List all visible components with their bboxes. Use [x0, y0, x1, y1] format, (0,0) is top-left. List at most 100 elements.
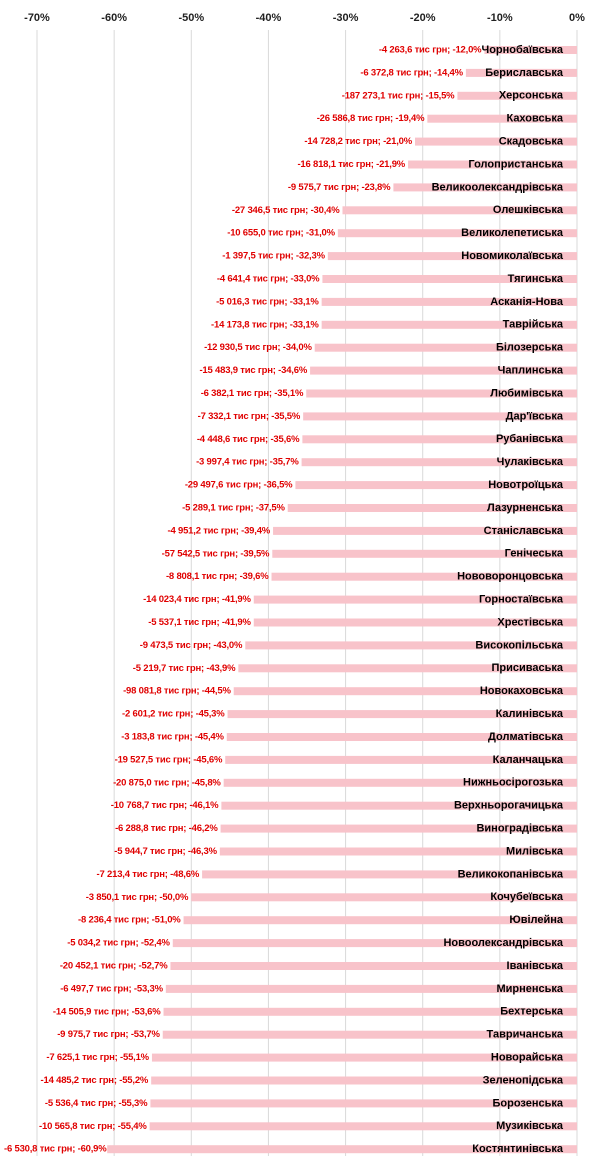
- value-label: -98 081,8 тис грн; -44,5%: [123, 686, 231, 697]
- x-tick-label: -70%: [24, 12, 50, 24]
- bar: [162, 1030, 577, 1039]
- x-tick-label: -30%: [333, 12, 359, 24]
- value-label: -8 808,1 тис грн; -39,6%: [166, 571, 269, 582]
- value-label: -3 997,4 тис грн; -35,7%: [196, 457, 299, 468]
- bar: [163, 1007, 577, 1016]
- category-label: Кочубеївська: [490, 891, 564, 903]
- value-label: -6 372,8 тис грн; -14,4%: [360, 67, 463, 78]
- category-label: Станіславська: [484, 525, 564, 537]
- category-label: Голопристанська: [468, 158, 563, 170]
- value-label: -3 850,1 тис грн; -50,0%: [86, 892, 189, 903]
- bar: [337, 229, 577, 238]
- category-label: Новокаховська: [480, 685, 564, 697]
- category-label: Зеленопідська: [483, 1074, 564, 1086]
- value-label: -5 289,1 тис грн; -37,5%: [182, 503, 285, 514]
- bar: [457, 91, 577, 100]
- value-label: -4 641,4 тис грн; -33,0%: [217, 274, 320, 285]
- bar: [427, 114, 577, 123]
- bar: [253, 595, 577, 604]
- category-label: Костянтинівська: [472, 1143, 564, 1155]
- category-label: Виноградівська: [476, 823, 563, 835]
- category-label: Любимівська: [490, 387, 564, 399]
- value-label: -15 483,9 тис грн; -34,6%: [199, 365, 307, 376]
- value-label: -5 219,7 тис грн; -43,9%: [133, 663, 236, 674]
- category-label: Новорайська: [491, 1052, 564, 1064]
- value-label: -7 213,4 тис грн; -48,6%: [97, 869, 200, 880]
- value-label: -6 288,8 тис грн; -46,2%: [115, 823, 218, 834]
- bar: [149, 1122, 577, 1131]
- category-label: Чаплинська: [498, 365, 564, 377]
- bar: [465, 68, 577, 77]
- category-label: Тавричанська: [487, 1029, 564, 1041]
- category-label: Новоолександрівська: [443, 937, 563, 949]
- category-label: Білозерська: [496, 342, 564, 354]
- bar: [191, 893, 578, 902]
- category-label: Присиваська: [491, 662, 563, 674]
- bar: [272, 549, 577, 558]
- value-label: -6 382,1 тис грн; -35,1%: [201, 388, 304, 399]
- bar: [165, 984, 578, 993]
- value-label: -7 332,1 тис грн; -35,5%: [198, 411, 301, 422]
- category-label: Великолепетиська: [461, 227, 564, 239]
- x-tick-label: -60%: [101, 12, 127, 24]
- bar: [321, 297, 577, 306]
- bar: [151, 1076, 577, 1085]
- bar: [225, 755, 577, 764]
- category-label: Новомиколаївська: [461, 250, 564, 262]
- bar: [183, 916, 578, 925]
- value-label: -9 575,7 тис грн; -23,8%: [288, 182, 391, 193]
- bar: [295, 481, 577, 490]
- category-label: Генічеська: [505, 548, 564, 560]
- bar: [301, 458, 577, 467]
- category-label: Бехтерська: [500, 1006, 564, 1018]
- category-label: Калинівська: [496, 708, 564, 720]
- category-label: Великоолександрівська: [432, 181, 564, 193]
- value-label: -2 601,2 тис грн; -45,3%: [122, 709, 225, 720]
- bar: [310, 366, 577, 375]
- category-label: Тягинська: [508, 273, 564, 285]
- value-label: -14 023,4 тис грн; -41,9%: [143, 594, 251, 605]
- bar: [172, 939, 577, 948]
- bar: [273, 526, 577, 535]
- bar: [238, 664, 578, 673]
- bar: [202, 870, 578, 879]
- bar: [151, 1053, 577, 1062]
- value-label: -57 542,5 тис грн; -39,5%: [162, 548, 270, 559]
- value-label: -1 397,5 тис грн; -32,3%: [222, 251, 325, 262]
- category-label: Херсонська: [499, 90, 564, 102]
- x-tick-label: -20%: [410, 12, 436, 24]
- category-label: Каланчацька: [493, 754, 564, 766]
- category-label: Музиківська: [496, 1120, 564, 1132]
- value-label: -9 975,7 тис грн; -53,7%: [57, 1029, 160, 1040]
- value-label: -14 728,2 тис грн; -21,0%: [304, 136, 412, 147]
- bar: [150, 1099, 577, 1108]
- category-label: Хрестівська: [497, 616, 563, 628]
- bar: [322, 275, 577, 283]
- value-label: -14 485,2 тис грн; -55,2%: [41, 1075, 149, 1086]
- bar: [303, 412, 577, 421]
- category-label: Нововоронцовська: [457, 571, 564, 583]
- value-label: -10 655,0 тис грн; -31,0%: [227, 228, 335, 239]
- bar: [220, 824, 577, 833]
- category-label: Милівська: [506, 845, 564, 857]
- value-label: -8 236,4 тис грн; -51,0%: [78, 915, 181, 926]
- value-label: -16 818,1 тис грн; -21,9%: [297, 159, 405, 170]
- value-label: -5 537,1 тис грн; -41,9%: [148, 617, 251, 628]
- category-label: Олешківська: [493, 204, 564, 216]
- category-label: Скадовська: [499, 136, 564, 148]
- category-label: Верхньорогачицька: [454, 800, 564, 812]
- category-label: Нижньосірогозька: [463, 777, 564, 789]
- bar: [408, 160, 577, 169]
- value-label: -5 536,4 тис грн; -55,3%: [45, 1098, 148, 1109]
- category-label: Асканія-Нова: [490, 296, 564, 308]
- bar: [233, 687, 577, 696]
- bar: [170, 962, 577, 970]
- category-label: Дар'ївська: [506, 410, 564, 422]
- value-label: -5 944,7 тис грн; -46,3%: [114, 846, 217, 857]
- bar: [327, 252, 577, 261]
- bar: [342, 206, 577, 215]
- value-label: -4 448,6 тис грн; -35,6%: [197, 434, 300, 445]
- value-label: -26 586,8 тис грн; -19,4%: [317, 113, 425, 124]
- category-label: Іванівська: [507, 960, 564, 972]
